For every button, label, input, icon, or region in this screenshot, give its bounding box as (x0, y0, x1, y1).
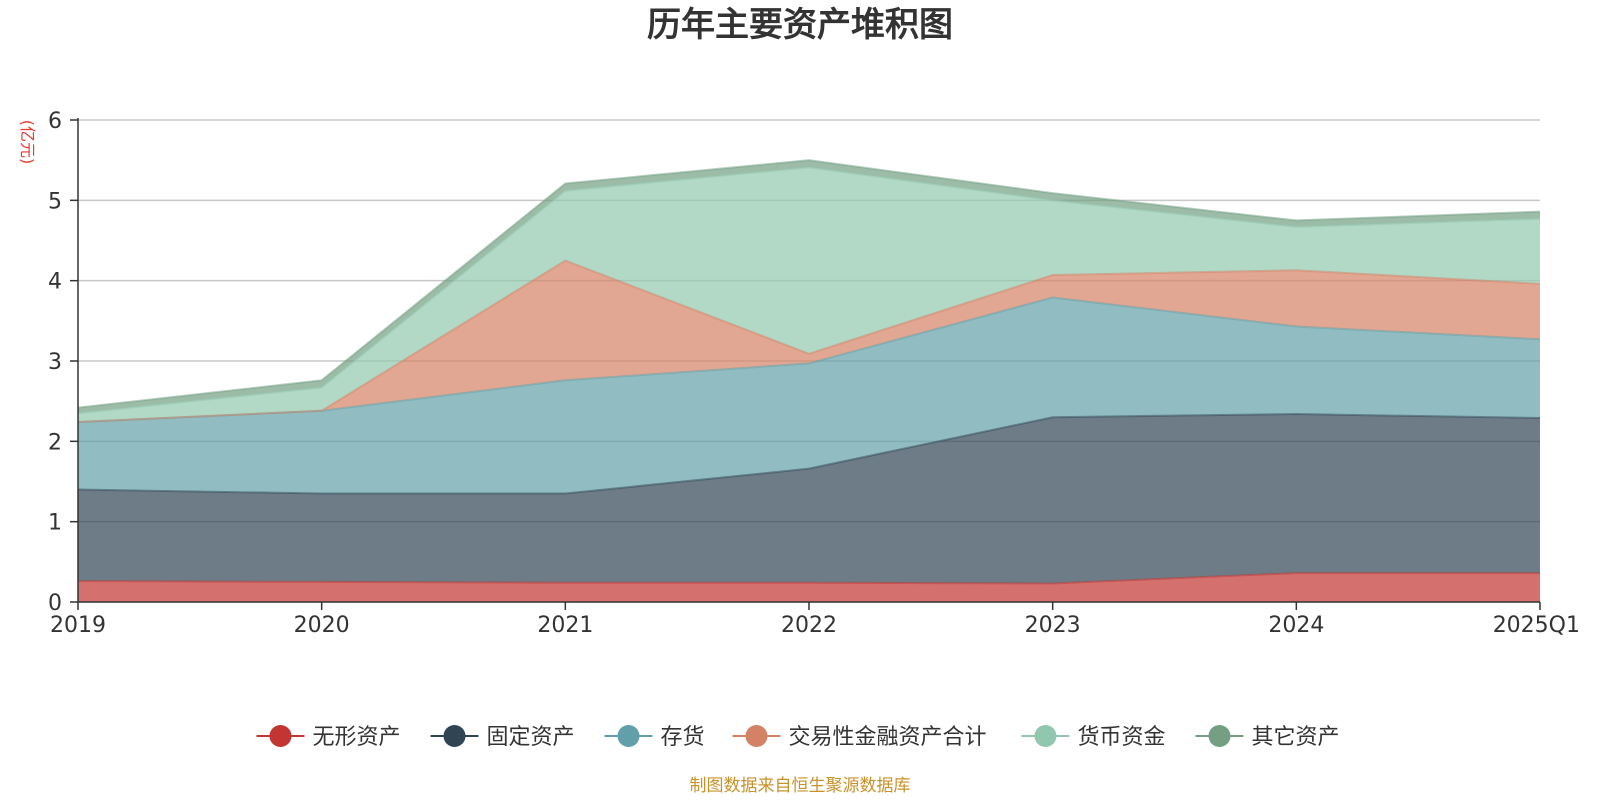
legend-swatch-marker (443, 725, 466, 747)
x-tick-labels: 2019 2020 2021 2022 2023 2024 2025Q1 (50, 613, 1580, 638)
legend-label: 存货 (661, 725, 705, 750)
legend-label: 货币资金 (1078, 725, 1166, 750)
x-tick-label: 2022 (781, 613, 837, 638)
area-series-1 (78, 414, 1540, 584)
legend-item-2: 存货 (604, 725, 705, 750)
y-tick-label: 2 (48, 430, 62, 455)
chart-title: 历年主要资产堆积图 (647, 5, 953, 45)
area-series-line-3 (77, 259, 1541, 424)
x-tick-label: 2019 (50, 613, 106, 638)
x-tick-label: 2021 (537, 613, 593, 638)
legend-swatch-marker (617, 725, 640, 747)
area-series-0 (78, 573, 1540, 602)
y-tick-label: 3 (48, 350, 62, 375)
legend-label: 其它资产 (1252, 725, 1340, 750)
y-tick-label: 0 (48, 591, 62, 616)
area-series-line-5 (77, 159, 1541, 409)
legend-swatch-marker (745, 725, 768, 747)
legend-item-4: 货币资金 (1021, 725, 1166, 750)
y-tick-label: 5 (48, 189, 62, 214)
area-series-4 (78, 167, 1540, 423)
legend-label: 固定资产 (487, 725, 575, 750)
y-tick-label: 1 (48, 511, 62, 536)
area-series-2 (78, 297, 1540, 494)
legend-swatch-marker (1034, 725, 1057, 747)
x-tick-label: 2020 (294, 613, 350, 638)
legend-item-1: 固定资产 (430, 725, 575, 750)
axes (70, 118, 1541, 610)
legend: 无形资产 固定资产 存货 交易性金融资产合计 货币资金 其它资产 (256, 725, 1340, 750)
legend-item-3: 交易性金融资产合计 (732, 725, 987, 750)
y-tick-label: 6 (48, 109, 62, 134)
legend-swatch-marker (1208, 725, 1231, 747)
area-series-line-1 (77, 413, 1541, 495)
x-tick-label: 2023 (1025, 613, 1081, 638)
area-series-line-0 (77, 572, 1540, 585)
legend-item-5: 其它资产 (1195, 725, 1340, 750)
legend-label: 无形资产 (313, 725, 401, 750)
area-series-3 (78, 260, 1540, 423)
area-series-line-4 (77, 166, 1541, 415)
y-tick-labels: 0 1 2 3 4 5 6 (48, 109, 62, 616)
x-tick-label: 2024 (1268, 613, 1324, 638)
y-axis-unit-label: (亿元) (18, 120, 37, 165)
legend-label: 交易性金融资产合计 (789, 725, 987, 750)
y-tick-label: 4 (48, 270, 62, 295)
area-series-group (77, 159, 1541, 602)
x-tick-label: 2025Q1 (1493, 613, 1580, 638)
data-source-note: 制图数据来自恒生聚源数据库 (690, 776, 911, 796)
legend-item-0: 无形资产 (256, 725, 401, 750)
legend-swatch-marker (269, 725, 292, 747)
